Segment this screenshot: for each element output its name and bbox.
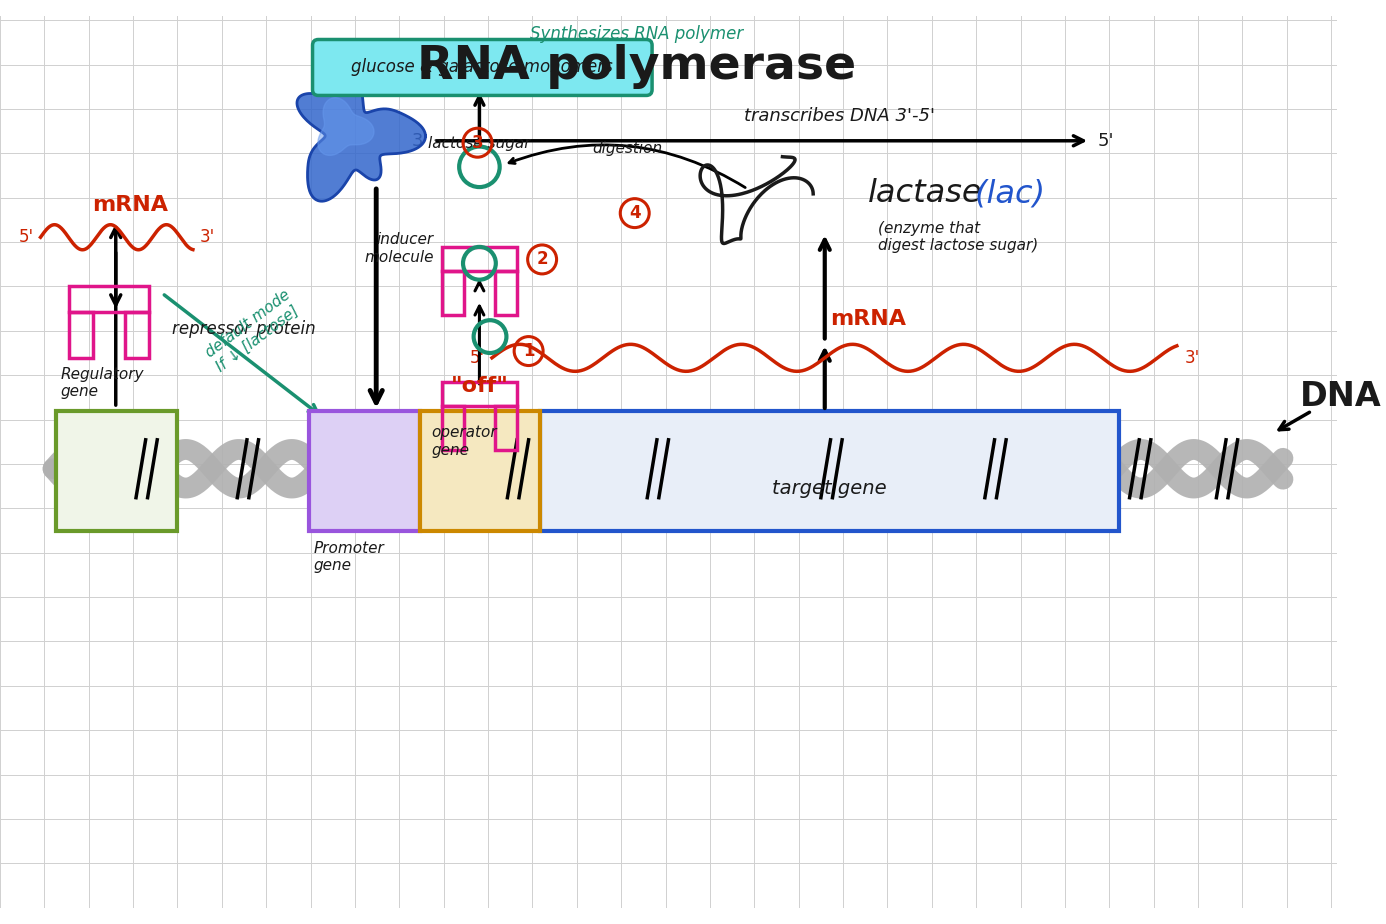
Bar (495, 406, 517, 450)
Text: default mode
If ↓ [lactose]: default mode If ↓ [lactose] (202, 287, 304, 374)
Text: RNA polymerase: RNA polymerase (417, 44, 857, 90)
Text: operator
gene: operator gene (431, 425, 496, 457)
Text: "off": "off" (450, 376, 509, 396)
Text: 3': 3' (200, 228, 215, 246)
Text: 3: 3 (471, 134, 484, 152)
Text: 3': 3' (1185, 349, 1200, 367)
Text: (enzyme that
digest lactose sugar): (enzyme that digest lactose sugar) (877, 221, 1038, 253)
Bar (442, 248, 517, 271)
Bar (442, 406, 464, 450)
Text: mRNA: mRNA (93, 195, 168, 215)
Bar (442, 271, 464, 315)
Text: glucose & galactose monomers: glucose & galactose monomers (352, 58, 613, 77)
Bar (442, 383, 517, 406)
Text: repressor protein: repressor protein (172, 320, 316, 338)
Text: inducer
molecule: inducer molecule (365, 233, 434, 265)
Bar (125, 311, 148, 358)
Text: 5': 5' (470, 349, 485, 367)
Bar (69, 311, 93, 358)
Text: lactase: lactase (868, 178, 983, 210)
Text: 2: 2 (536, 250, 547, 269)
Text: (lac): (lac) (974, 178, 1045, 210)
Polygon shape (297, 70, 426, 201)
Text: mRNA: mRNA (830, 309, 906, 329)
Text: target gene: target gene (772, 479, 887, 497)
Bar (69, 286, 148, 311)
Text: transcribes DNA 3'-5': transcribes DNA 3'-5' (744, 107, 934, 125)
Bar (495, 271, 517, 315)
Text: 1: 1 (523, 342, 535, 360)
Text: Promoter
gene: Promoter gene (313, 541, 384, 574)
Text: DNA: DNA (1300, 380, 1382, 413)
FancyBboxPatch shape (55, 411, 176, 531)
FancyBboxPatch shape (312, 40, 651, 95)
Text: 3': 3' (412, 132, 428, 150)
Text: 5': 5' (1098, 132, 1114, 150)
Text: Regulatory
gene: Regulatory gene (61, 367, 144, 399)
FancyBboxPatch shape (420, 411, 541, 531)
FancyBboxPatch shape (309, 411, 420, 531)
Text: Synthesizes RNA polymer: Synthesizes RNA polymer (529, 25, 743, 43)
Text: lactose sugar: lactose sugar (428, 136, 531, 151)
Text: digestion: digestion (592, 140, 663, 156)
Polygon shape (317, 98, 374, 155)
Text: 4: 4 (629, 204, 640, 222)
Text: 5': 5' (18, 228, 33, 246)
FancyBboxPatch shape (541, 411, 1119, 531)
